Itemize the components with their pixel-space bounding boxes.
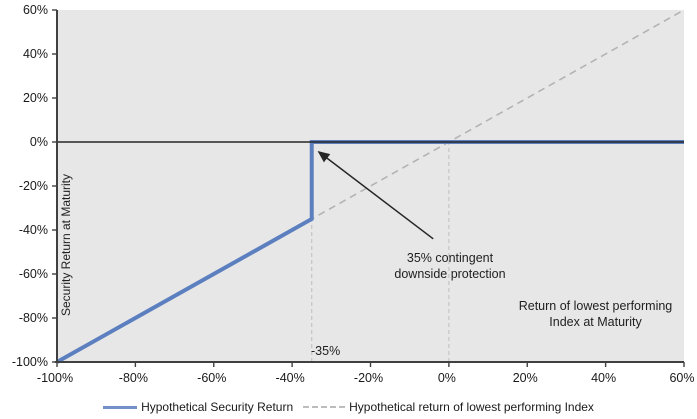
protection-annotation: 35% contingent downside protection: [364, 250, 536, 282]
legend-label-security-return: Hypothetical Security Return: [141, 400, 294, 414]
svg-text:-40%: -40%: [19, 223, 48, 237]
svg-text:-60%: -60%: [197, 371, 226, 385]
x-axis-title: Return of lowest performing Index at Mat…: [498, 298, 693, 330]
svg-text:-100%: -100%: [37, 371, 73, 385]
svg-text:-20%: -20%: [354, 371, 383, 385]
svg-text:0%: 0%: [30, 135, 48, 149]
dashed-line-icon: [303, 406, 346, 408]
legend-item-security-return: Hypothetical Security Return: [103, 400, 293, 414]
svg-text:-80%: -80%: [119, 371, 148, 385]
svg-text:20%: 20%: [513, 371, 538, 385]
protection-annotation-line1: 35% contingent: [406, 251, 494, 265]
svg-text:60%: 60%: [23, 3, 48, 17]
svg-text:40%: 40%: [591, 371, 616, 385]
svg-text:20%: 20%: [23, 91, 48, 105]
svg-text:-60%: -60%: [19, 267, 48, 281]
solid-line-icon: [103, 405, 138, 409]
svg-text:60%: 60%: [669, 371, 694, 385]
svg-text:-80%: -80%: [19, 311, 48, 325]
svg-text:-20%: -20%: [19, 179, 48, 193]
y-axis-title: Security Return at Maturity: [59, 173, 73, 317]
svg-text:40%: 40%: [23, 47, 48, 61]
legend: Hypothetical Security Return Hypothetica…: [0, 400, 697, 414]
legend-label-index-return: Hypothetical return of lowest performing…: [349, 400, 594, 414]
protection-annotation-line2: downside protection: [394, 267, 506, 281]
svg-text:0%: 0%: [438, 371, 456, 385]
svg-text:-40%: -40%: [276, 371, 305, 385]
x-axis-title-line2: Index at Maturity: [549, 315, 642, 329]
legend-item-index-return: Hypothetical return of lowest performing…: [303, 400, 594, 414]
x-axis-title-line1: Return of lowest performing: [518, 299, 673, 313]
svg-text:-100%: -100%: [12, 355, 48, 369]
barrier-level-label: -35%: [311, 344, 341, 358]
